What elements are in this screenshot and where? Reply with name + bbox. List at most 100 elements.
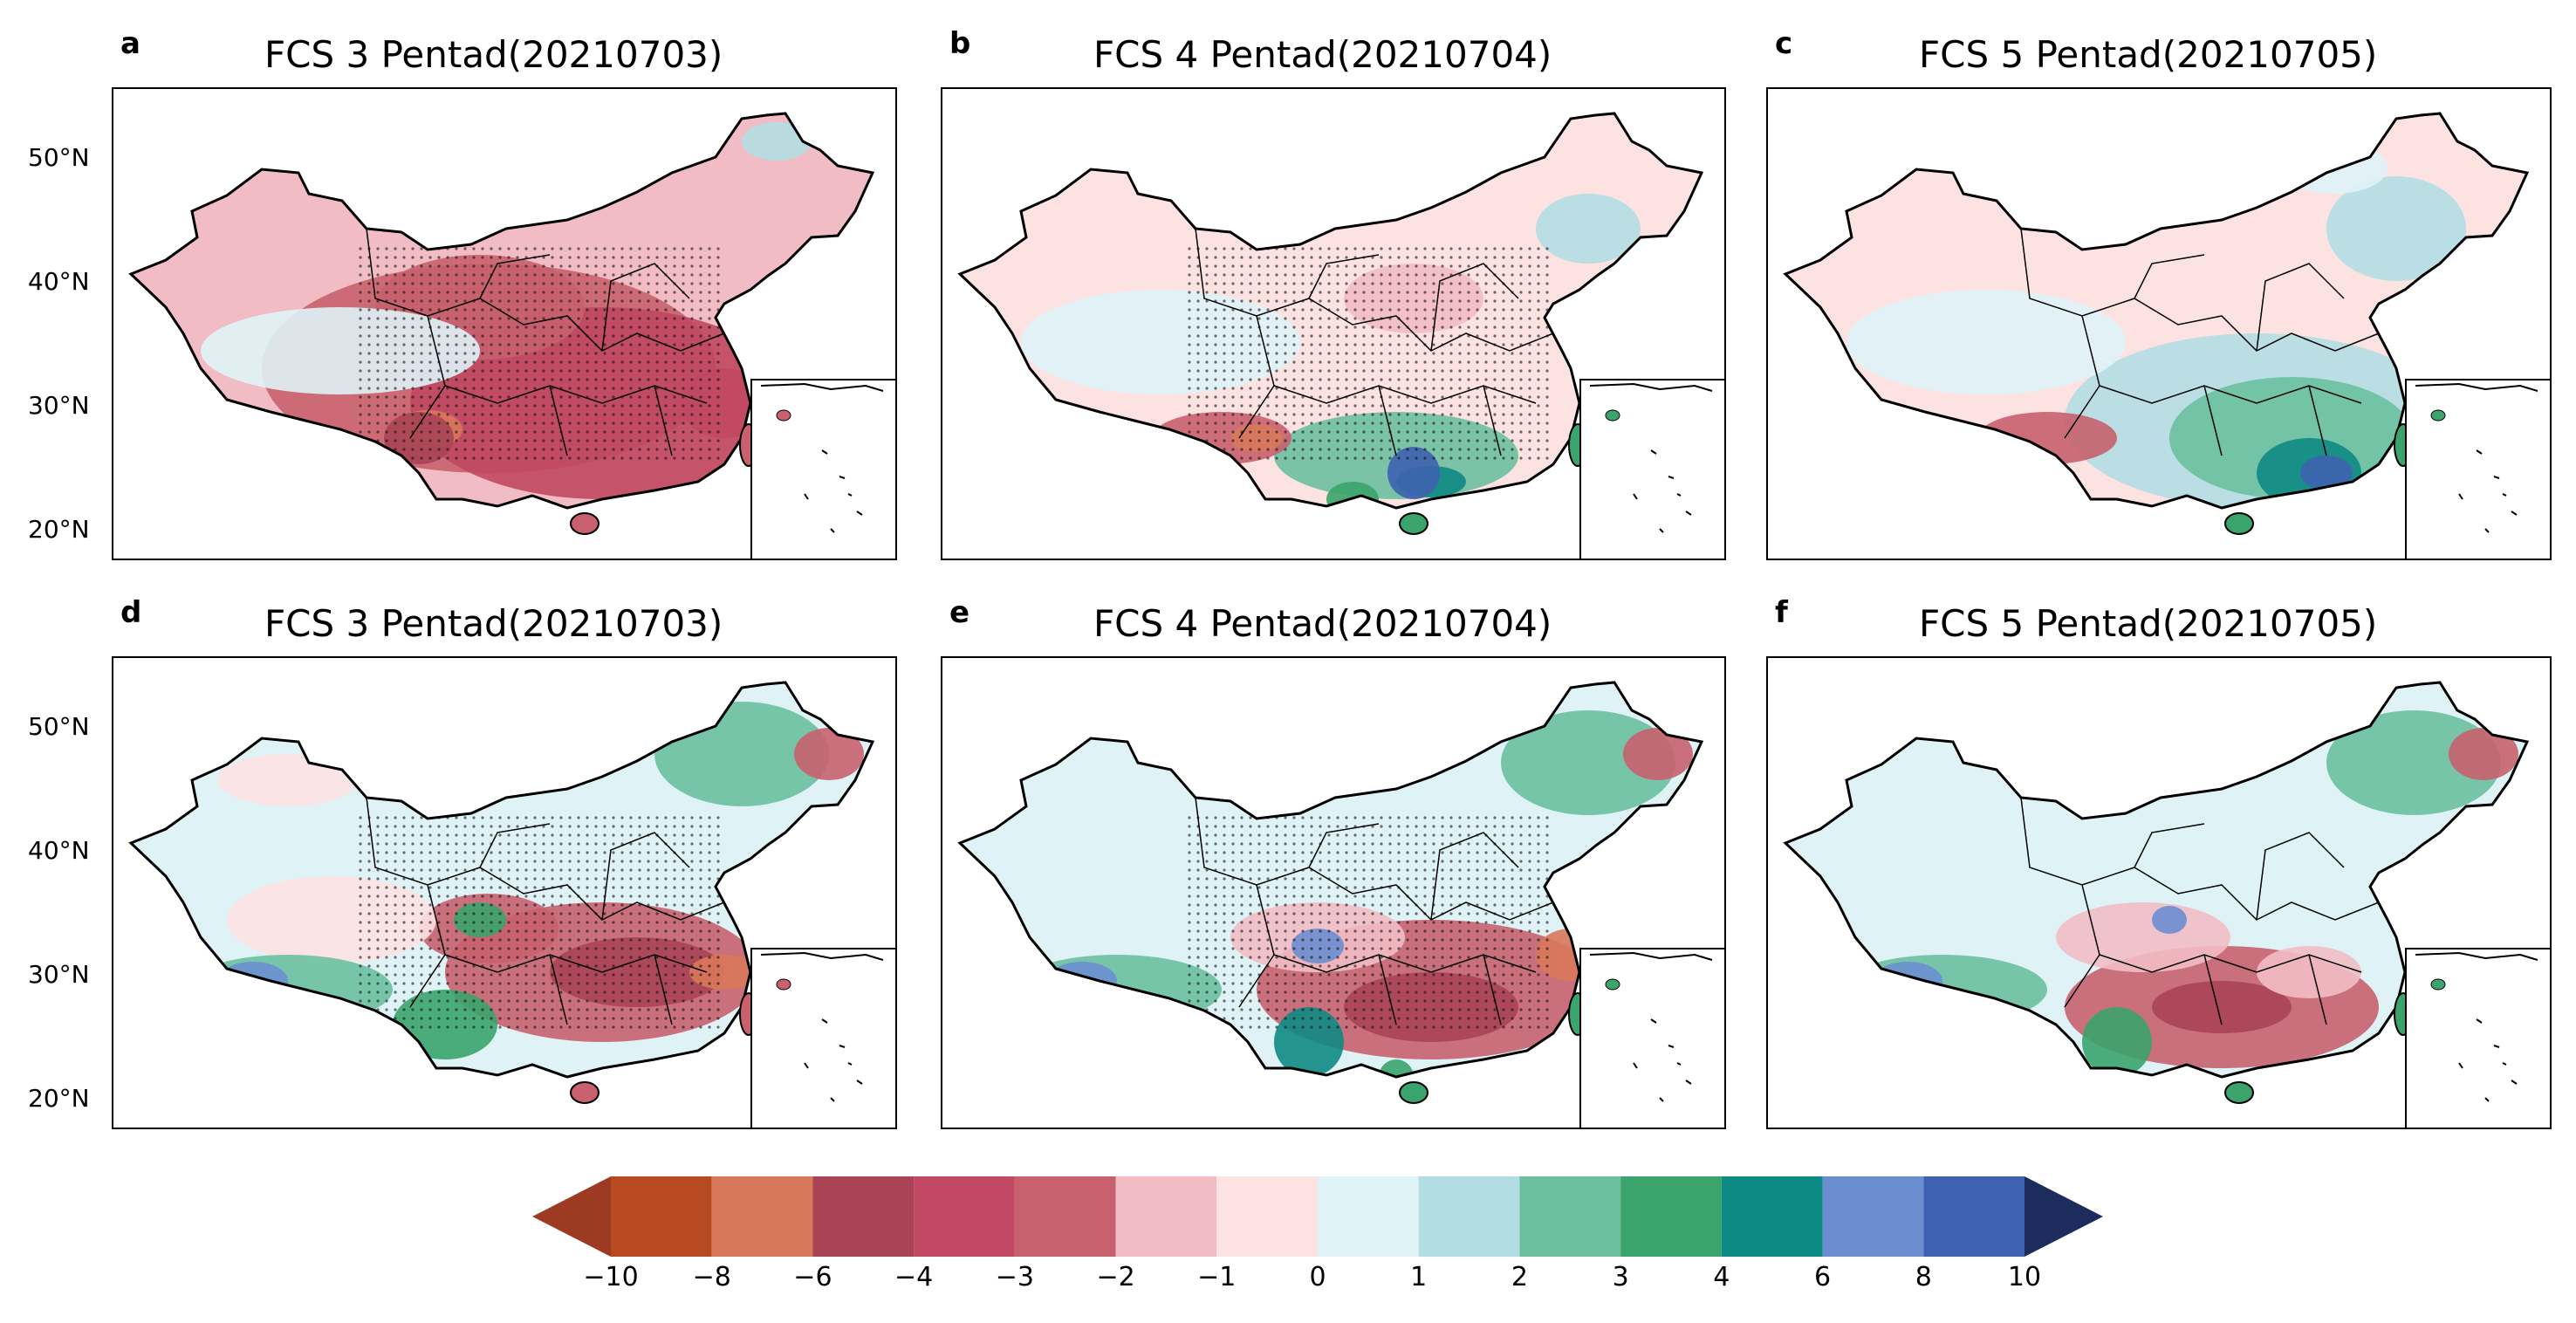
stippling — [358, 815, 724, 1033]
contour-map — [957, 681, 1704, 1104]
colorbar-segment — [1418, 1176, 1520, 1257]
country-border — [957, 681, 1704, 1079]
contour-patch — [2300, 456, 2353, 490]
colorbar-tick-label: −10 — [583, 1262, 639, 1292]
colorbar-segment — [1822, 1176, 1924, 1257]
panel-letter: a — [120, 26, 140, 61]
contour-map — [128, 681, 875, 1104]
map-frame — [941, 656, 1726, 1129]
contour-map — [128, 112, 875, 535]
south-china-sea-inset — [1579, 379, 1726, 560]
panel-title: FCS 3 Pentad(20210703) — [264, 33, 723, 76]
map-frame — [1766, 87, 2552, 560]
colorbar-segment — [914, 1176, 1015, 1257]
panel-title: FCS 4 Pentad(20210704) — [1093, 602, 1552, 645]
contour-map — [1783, 112, 2530, 535]
colorbar-tick-label: −3 — [995, 1262, 1034, 1292]
south-china-sea-inset — [1579, 948, 1726, 1129]
colorbar-tick-label: 8 — [1915, 1262, 1932, 1292]
contour-patch — [2082, 1007, 2152, 1077]
colorbar-segment — [1519, 1176, 1621, 1257]
colorbar-segment — [1014, 1176, 1116, 1257]
island — [570, 512, 599, 535]
colorbar-segment — [611, 1176, 712, 1257]
map-frame — [112, 656, 897, 1129]
colorbar-tick-label: 0 — [1309, 1262, 1326, 1292]
colorbar-segment — [711, 1176, 813, 1257]
colorbar-segment — [1721, 1176, 1823, 1257]
contour-patch — [1846, 290, 2126, 394]
country-border — [1783, 681, 2530, 1079]
island — [2224, 1081, 2254, 1104]
contour-patch — [1047, 962, 1117, 1000]
island — [1399, 512, 1428, 535]
lat-tick-label: 40°N — [28, 267, 90, 296]
colorbar-segment — [1216, 1176, 1318, 1257]
province-borders — [2020, 797, 2380, 1025]
panel-title: FCS 5 Pentad(20210705) — [1919, 602, 2378, 645]
province-borders — [1195, 797, 1554, 1025]
colorbar-segment — [1620, 1176, 1722, 1257]
contour-patch — [218, 754, 358, 806]
contour-map — [1783, 681, 2530, 1104]
contour-patch — [2056, 902, 2230, 972]
colorbar-tick-label: 4 — [1713, 1262, 1730, 1292]
province-borders — [366, 228, 725, 456]
contour-map — [957, 112, 1704, 535]
panel-title: FCS 3 Pentad(20210703) — [264, 602, 723, 645]
contour-patch — [2326, 710, 2501, 815]
colorbar-segment — [1115, 1176, 1217, 1257]
colorbar-tick-label: 6 — [1814, 1262, 1832, 1292]
colorbar — [532, 1176, 2103, 1257]
panel-letter: f — [1775, 595, 1788, 630]
map-frame — [1766, 656, 2552, 1129]
contour-patch — [742, 122, 812, 161]
colorbar-tick-label: 1 — [1410, 1262, 1428, 1292]
contour-patch — [218, 962, 288, 1000]
panel-letter: d — [120, 595, 142, 630]
lat-tick-label: 20°N — [28, 1084, 90, 1113]
province-borders — [2020, 228, 2380, 456]
stippling — [358, 246, 724, 464]
contour-patch — [2152, 906, 2187, 934]
panel-title: FCS 4 Pentad(20210704) — [1093, 33, 1552, 76]
lat-tick-label: 50°N — [28, 143, 90, 172]
colorbar-tick-label: 3 — [1612, 1262, 1629, 1292]
colorbar-tick-label: −6 — [793, 1262, 832, 1292]
panel-letter: e — [949, 595, 970, 630]
contour-patch — [1977, 412, 2117, 464]
map-frame — [112, 87, 897, 560]
contour-patch — [2257, 946, 2361, 998]
lat-tick-label: 30°N — [28, 960, 90, 989]
colorbar-tick-label: −1 — [1197, 1262, 1237, 1292]
south-china-sea-inset — [2405, 948, 2552, 1129]
contour-patch — [1623, 728, 1693, 780]
contour-patch — [1379, 1059, 1414, 1077]
lat-tick-label: 50°N — [28, 712, 90, 741]
stippling — [1187, 246, 1553, 464]
south-china-sea-inset — [2405, 379, 2552, 560]
colorbar-segment — [812, 1176, 915, 1257]
contour-patch — [2449, 728, 2518, 780]
island — [1399, 1081, 1428, 1104]
colorbar-segment — [2024, 1176, 2103, 1257]
colorbar-tick-label: −2 — [1096, 1262, 1135, 1292]
stippling — [1187, 815, 1553, 1033]
contour-patch — [2326, 176, 2466, 281]
colorbar-tick-label: 10 — [2007, 1262, 2042, 1292]
contour-patch — [1873, 962, 1942, 1000]
contour-patch — [2283, 141, 2388, 194]
colorbar-tick-label: −8 — [692, 1262, 731, 1292]
country-border — [128, 681, 875, 1079]
contour-patch — [2152, 981, 2292, 1033]
contour-patch — [1536, 194, 1641, 264]
contour-patch — [794, 728, 864, 780]
country-border — [957, 112, 1704, 510]
colorbar-tick-label: −4 — [894, 1262, 934, 1292]
south-china-sea-inset — [750, 948, 897, 1129]
lat-tick-label: 20°N — [28, 515, 90, 544]
colorbar-tick-label: 2 — [1511, 1262, 1528, 1292]
south-china-sea-inset — [750, 379, 897, 560]
colorbar-segment — [1923, 1176, 2024, 1257]
panel-letter: c — [1775, 26, 1793, 61]
